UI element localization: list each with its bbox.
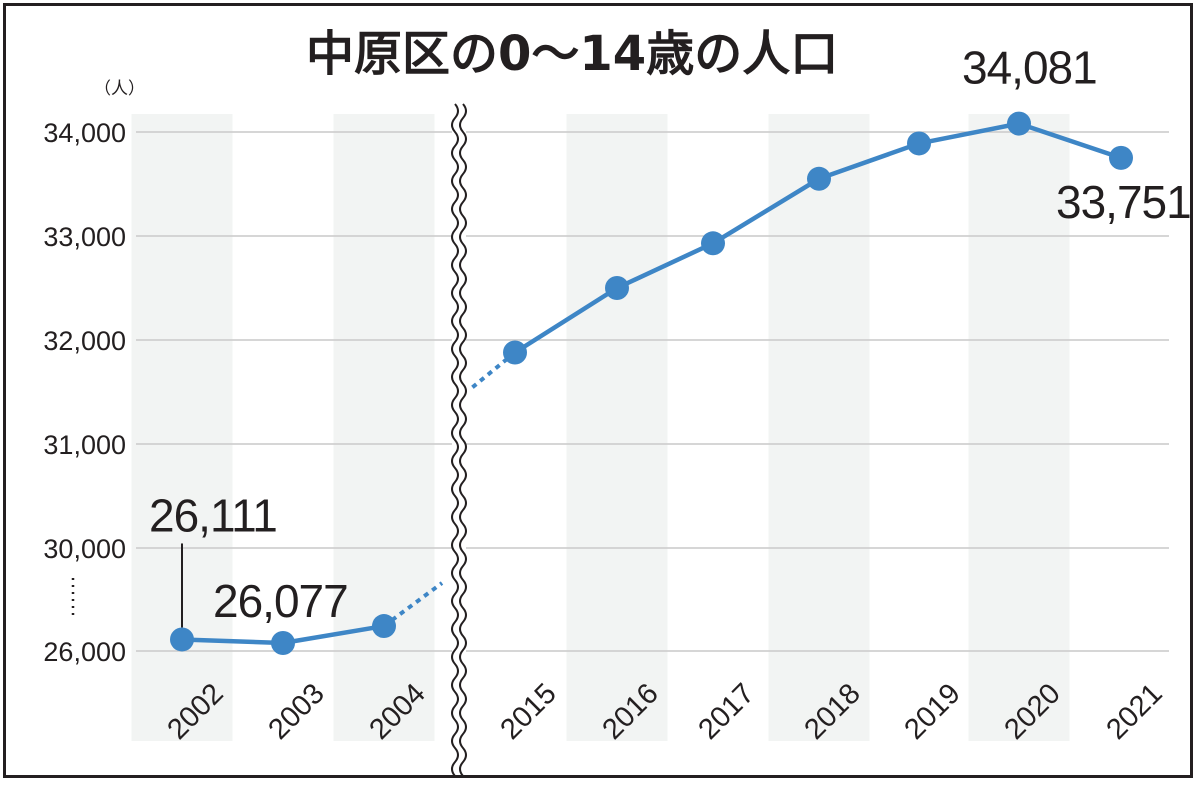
y-tick-label-0: 34,000 — [43, 118, 126, 148]
data-point-2019 — [907, 131, 931, 156]
column-band-1 — [333, 114, 435, 741]
data-point-2004 — [372, 614, 396, 639]
y-tick-label-2: 32,000 — [43, 326, 126, 356]
data-label-2020: 34,081 — [962, 42, 1097, 94]
x-tick-label-2021: 2021 — [1101, 678, 1169, 746]
series-dashed-continuation-2004 — [382, 581, 444, 628]
x-axis-break-wave-0 — [451, 103, 459, 775]
line-chart: 34,000 33,000 32,000 31,000 30,000 26,000 （人）… — [43, 26, 1191, 775]
gridlines — [136, 131, 1169, 652]
data-points — [170, 111, 1133, 655]
data-point-2015 — [503, 340, 527, 365]
column-band-4 — [968, 114, 1070, 741]
data-label-2002: 26,111 — [149, 489, 277, 541]
data-point-2016 — [605, 276, 629, 300]
axis-break — [71, 102, 467, 775]
data-label-2003: 26,077 — [213, 575, 348, 627]
column-band-3 — [768, 114, 870, 741]
data-point-2021 — [1109, 145, 1133, 170]
column-bands — [131, 114, 1070, 741]
x-axis-break-wave-1 — [459, 103, 467, 775]
y-tick-label-4: 30,000 — [43, 534, 126, 564]
data-point-2017 — [701, 231, 725, 256]
y-tick-label-5: 26,000 — [43, 637, 126, 667]
x-tick-label-2017: 2017 — [693, 678, 761, 746]
chart-frame: 34,000 33,000 32,000 31,000 30,000 26,000 （人）… — [3, 3, 1193, 778]
data-point-2002 — [170, 627, 194, 652]
x-tick-label-2019: 2019 — [899, 678, 967, 746]
y-unit-label: （人） — [94, 79, 145, 99]
x-tick-label-2015: 2015 — [495, 678, 563, 746]
data-labels: 26,111 26,077 34,081 33,751 — [149, 42, 1191, 628]
y-tick-label-3: 31,000 — [43, 430, 126, 460]
x-tick-label-2003: 2003 — [263, 678, 331, 746]
chart-title: 中原区の0〜14歳の人口 — [306, 26, 838, 82]
data-label-2021: 33,751 — [1056, 176, 1191, 228]
data-point-2018 — [807, 166, 831, 191]
y-tick-label-1: 33,000 — [43, 222, 126, 252]
y-axis-ticks: 34,000 33,000 32,000 31,000 30,000 26,000 — [43, 118, 126, 667]
column-band-2 — [566, 114, 668, 741]
data-point-2003 — [271, 630, 295, 655]
data-point-2020 — [1007, 111, 1031, 136]
